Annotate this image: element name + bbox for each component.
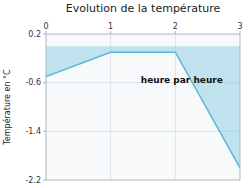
tick-label-x: 3 [237,22,242,31]
tick-y [43,180,46,181]
annotation: heure par heure [141,75,223,85]
tick-y [43,82,46,83]
tick-label-y: -0.6 [25,78,41,87]
tick-label-y: -1.4 [25,127,41,136]
title: Evolution de la température [66,2,221,15]
tick-x [240,31,241,34]
tick-label-y: -2.2 [25,176,41,185]
y-axis-label: Température en °C [2,69,12,146]
line [46,52,240,168]
tick-label-x: 0 [43,22,48,31]
tick-label-x: 1 [108,22,113,31]
chart: 0.2 -0.6 -1.4 -2.2 0 1 2 3 Evolution de la tempé… [0,0,250,188]
grid-line-x [110,34,111,180]
grid-line-y [46,131,240,132]
chart-container: 0.2 -0.6 -1.4 -2.2 0 1 2 3 Evolution de la tempé… [0,0,250,188]
area-fill [46,46,240,168]
tick-label-x: 2 [173,22,178,31]
tick-x [175,31,176,34]
tick-label-y: 0.2 [28,30,41,39]
tick-x [110,31,111,34]
plot-background [46,34,240,180]
grid-line-x [175,34,176,180]
plot-frame [46,34,240,180]
plot-area [46,46,240,168]
tick-y [43,131,46,132]
tick-x [46,31,47,34]
